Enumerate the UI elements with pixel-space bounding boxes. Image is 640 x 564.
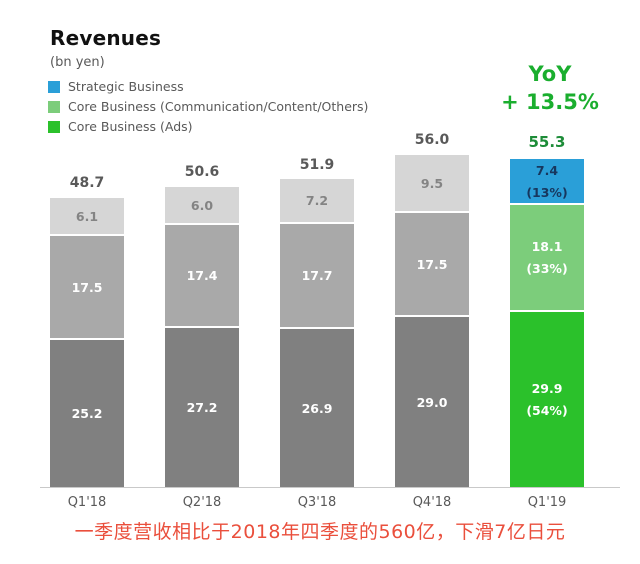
page-title: Revenues [50,26,162,50]
bar-q3-18: 7.2 17.7 26.9 [280,179,354,487]
segment-value-label: 6.0 [190,197,214,213]
yoy-label: YoY [528,62,572,86]
segment-core-business-ads: 25.2 [50,340,124,487]
bar-q1-19: 7.4 (13%) 18.1 (33%) 29.9 (54%) [510,159,584,487]
legend-item-strategic-business: Strategic Business [48,79,368,94]
segment-value-label: 17.5 [71,279,103,295]
segment-value-label: 29.0 [416,394,448,410]
unit-label: (bn yen) [50,55,105,70]
segment-value-label: 9.5 [420,175,444,191]
segment-value-label: 17.4 [186,268,218,283]
segment-core-business-communication-content-others: 17.5 [50,236,124,338]
segment-strategic-business: 7.4 (13%) [510,159,584,203]
bar-q1-18: 6.1 17.5 25.2 [50,198,124,487]
bar-total-label: 56.0 [414,131,450,148]
x-axis-category-label: Q1'19 [527,495,567,510]
segment-core-business-communication-content-others: 18.1 (33%) [510,205,584,310]
yoy-annotation: YoY + 13.5% [465,62,635,114]
bar-q2-18: 6.0 17.4 27.2 [165,187,239,487]
segment-value-label: 18.1 [531,239,563,254]
segment-strategic-business: 6.1 [50,198,124,234]
legend-item-core-business-communication-content-others: Core Business (Communication/Content/Oth… [48,99,368,114]
segment-value-label: 7.2 [305,193,329,208]
segment-value-label: 29.9 [531,381,563,396]
segment-strategic-business: 6.0 [165,187,239,223]
legend-swatch-icon [48,120,60,133]
x-axis-baseline [40,487,620,488]
legend: Strategic Business Core Business (Communi… [48,79,368,139]
segment-value-label: 6.1 [75,208,99,224]
segment-core-business-communication-content-others: 17.7 [280,224,354,327]
x-axis-category-label: Q2'18 [182,495,222,510]
segment-value-label: 25.2 [71,406,103,421]
x-axis-category-label: Q4'18 [412,495,452,510]
legend-item-label: Strategic Business [68,79,184,94]
bar-total-label: 50.6 [184,163,220,180]
bar-total-label: 51.9 [299,156,335,173]
bar-total-label: 55.3 [528,133,566,152]
footnote-text: 一季度营收相比于2018年四季度的560亿，下滑7亿日元 [74,521,566,543]
segment-value-label: 17.7 [301,268,333,283]
segment-strategic-business: 9.5 [395,155,469,211]
bar-q4-18: 9.5 17.5 29.0 [395,155,469,487]
segment-core-business-communication-content-others: 17.5 [395,213,469,315]
segment-core-business-ads: 29.0 [395,317,469,487]
legend-item-label: Core Business (Communication/Content/Oth… [68,99,369,114]
segment-percent-label: (54%) [526,403,568,418]
segment-core-business-ads: 29.9 (54%) [510,312,584,487]
segment-core-business-ads: 27.2 [165,328,239,487]
segment-strategic-business: 7.2 [280,179,354,222]
segment-value-label: 26.9 [301,400,333,416]
x-axis-category-label: Q1'18 [67,495,107,510]
segment-value-label: 7.4 [535,162,559,178]
segment-value-label: 27.2 [186,400,218,415]
x-axis-category-label: Q3'18 [297,495,337,510]
segment-value-label: 17.5 [416,256,448,272]
legend-item-label: Core Business (Ads) [68,119,193,134]
segment-percent-label: (33%) [526,261,568,276]
legend-swatch-icon [48,100,60,113]
segment-core-business-communication-content-others: 17.4 [165,225,239,326]
yoy-value: + 13.5% [501,90,599,114]
bar-total-label: 48.7 [69,174,105,191]
segment-percent-label: (13%) [526,184,568,200]
segment-core-business-ads: 26.9 [280,329,354,487]
legend-item-core-business-ads: Core Business (Ads) [48,119,368,134]
legend-swatch-icon [48,80,60,93]
